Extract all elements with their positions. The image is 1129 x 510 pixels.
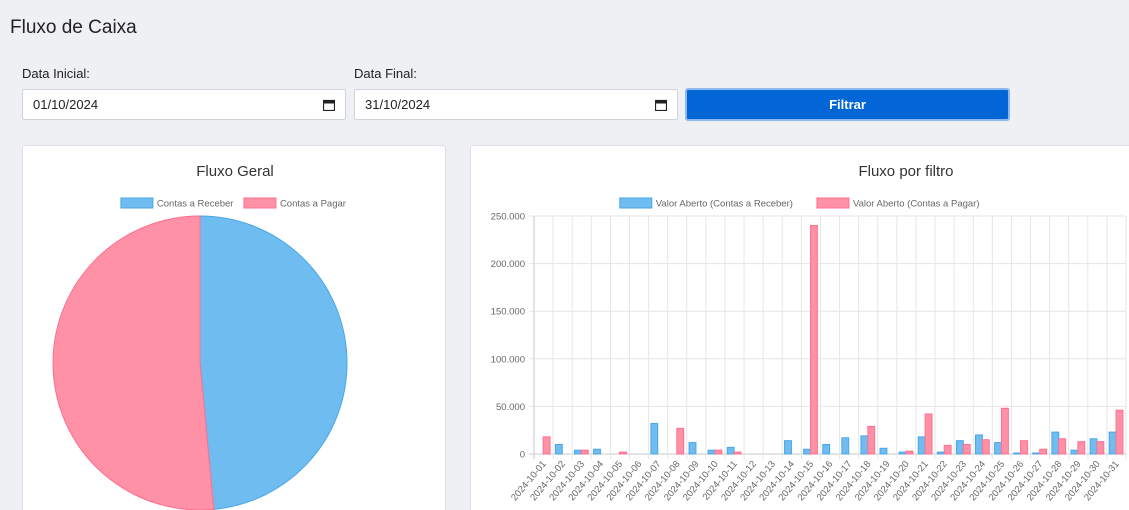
bar-legend-swatch[interactable]: [619, 197, 653, 209]
pie-chart-title: Fluxo Geral: [196, 163, 274, 180]
bar-pagar[interactable]: [676, 427, 685, 455]
bar-pagar[interactable]: [810, 225, 818, 455]
bar-pagar[interactable]: [580, 449, 589, 455]
bar-legend-label[interactable]: Valor Aberto (Contas a Receber): [656, 199, 793, 210]
bar-receber[interactable]: [1108, 431, 1117, 455]
bar-receber[interactable]: [726, 446, 735, 455]
bar-receber[interactable]: [898, 451, 907, 455]
start-date-input[interactable]: 01/10/2024: [22, 89, 346, 120]
page-title: Fluxo de Caixa: [10, 17, 137, 38]
end-date-input[interactable]: 31/10/2024: [354, 89, 678, 120]
calendar-icon[interactable]: [655, 99, 667, 111]
y-tick-label: 150.000: [491, 307, 525, 318]
pie-chart: Contas a Receber Contas a Pagar: [52, 197, 348, 510]
end-date-value: 31/10/2024: [365, 97, 431, 112]
filtered-flow-card: Fluxo por filtro Valor Aberto (Contas a …: [470, 145, 1129, 510]
bar-receber[interactable]: [860, 435, 869, 455]
bar-receber[interactable]: [879, 447, 888, 455]
bar-legend-label[interactable]: Valor Aberto (Contas a Pagar): [853, 199, 980, 210]
bar-pagar[interactable]: [943, 444, 952, 455]
bar-receber[interactable]: [1089, 438, 1098, 455]
pie-legend-swatch[interactable]: [120, 197, 154, 209]
bar-receber[interactable]: [822, 443, 831, 455]
start-date-value: 01/10/2024: [33, 97, 99, 112]
bar-pagar[interactable]: [981, 439, 990, 455]
bar-receber[interactable]: [688, 442, 697, 455]
y-tick-label: 100.000: [491, 354, 525, 365]
bar-receber[interactable]: [1051, 431, 1060, 455]
bar-receber[interactable]: [994, 442, 1002, 455]
bar-pagar[interactable]: [542, 436, 551, 455]
y-tick-label: 200.000: [491, 259, 525, 270]
bar-pagar[interactable]: [867, 425, 876, 455]
bar-receber[interactable]: [841, 437, 850, 455]
bar-chart-title: Fluxo por filtro: [858, 163, 954, 180]
bar-receber[interactable]: [573, 449, 582, 455]
bar-pagar[interactable]: [714, 449, 723, 455]
bar-receber[interactable]: [593, 448, 601, 455]
pie-slice-contas-a-receber[interactable]: [199, 215, 348, 510]
bar-pagar[interactable]: [1020, 440, 1028, 455]
end-date-label: Data Final:: [354, 66, 417, 81]
bar-pagar[interactable]: [1058, 438, 1067, 455]
bar-pagar[interactable]: [1077, 441, 1086, 455]
bar-pagar[interactable]: [905, 450, 914, 455]
bar-receber[interactable]: [917, 436, 926, 455]
pie-legend-label[interactable]: Contas a Pagar: [280, 199, 346, 210]
bar-pagar[interactable]: [733, 451, 742, 455]
bar-receber[interactable]: [650, 423, 659, 455]
bar-pagar[interactable]: [1096, 441, 1105, 455]
bar-receber[interactable]: [1032, 452, 1041, 455]
bar-legend-swatch[interactable]: [816, 197, 850, 209]
bar-pagar[interactable]: [962, 443, 971, 455]
y-tick-label: 250.000: [491, 212, 525, 223]
bar-receber[interactable]: [1070, 449, 1079, 455]
bar-pagar[interactable]: [1115, 409, 1124, 455]
pie-slice-contas-a-pagar[interactable]: [52, 215, 215, 510]
bar-receber[interactable]: [955, 440, 964, 455]
bar-receber[interactable]: [554, 443, 563, 455]
bar-pagar[interactable]: [1039, 448, 1048, 455]
bar-pagar[interactable]: [924, 413, 933, 455]
bar-chart: Valor Aberto (Contas a Receber) Valor Abe…: [491, 197, 1127, 503]
calendar-icon[interactable]: [323, 99, 335, 111]
bar-receber[interactable]: [784, 440, 792, 455]
y-tick-label: 0: [520, 450, 525, 461]
pie-legend-label[interactable]: Contas a Receber: [157, 199, 234, 210]
filter-button[interactable]: Filtrar: [685, 88, 1010, 121]
bar-receber[interactable]: [936, 451, 945, 455]
bar-receber[interactable]: [707, 449, 716, 455]
start-date-label: Data Inicial:: [22, 66, 90, 81]
bar-pagar[interactable]: [1000, 407, 1009, 455]
pie-legend-swatch[interactable]: [243, 197, 277, 209]
bar-receber[interactable]: [975, 434, 983, 455]
overall-flow-card: Fluxo Geral Contas a Receber Contas a Pag…: [22, 145, 446, 510]
bar-receber[interactable]: [1013, 452, 1022, 455]
y-tick-label: 50.000: [496, 402, 525, 413]
bar-pagar[interactable]: [619, 451, 627, 455]
bar-receber[interactable]: [803, 448, 812, 455]
